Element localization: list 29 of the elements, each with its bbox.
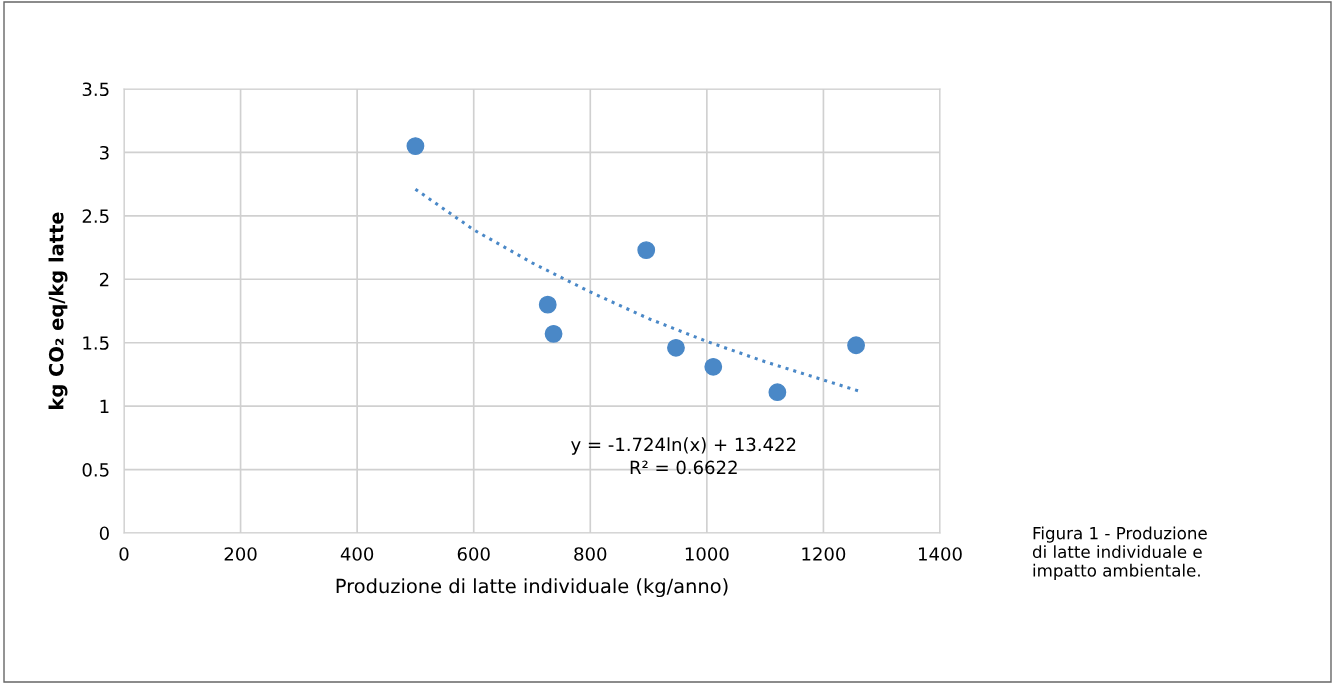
text: Figura 1 - Produzione di latte individuale e impatto ambientale. <box>1032 526 1207 580</box>
point <box>538 295 557 314</box>
y-axis-title: kg CO₂ eq/kg latte <box>48 212 68 409</box>
x-tick-label: 200 <box>224 547 257 561</box>
point <box>847 336 865 355</box>
x-tick-label: 400 <box>340 547 374 561</box>
x-tick-label: 600 <box>457 547 490 561</box>
point <box>704 357 723 376</box>
x-tick-label: 1400 <box>919 547 962 561</box>
y-tick-label: 1 <box>100 399 109 413</box>
point <box>544 324 563 343</box>
y-tick-label: 3 <box>100 145 109 160</box>
point <box>406 137 425 155</box>
line-series <box>413 187 860 393</box>
y-tick-label: 0 <box>99 526 109 541</box>
x-axis-title: Produzione di latte individuale (kg/anno) <box>336 578 728 598</box>
x-tick-label: 1000 <box>685 547 729 561</box>
point <box>667 338 685 357</box>
x-tick-label: 0 <box>119 547 129 561</box>
x-tick-label: 800 <box>574 547 607 561</box>
y-tick-label: 3.5 <box>82 82 109 97</box>
x-tick-label: 1200 <box>802 547 846 561</box>
annotation: y = -1.724ln(x) + 13.422 R² = 0.6622 <box>571 437 796 475</box>
point <box>768 383 787 402</box>
point <box>637 241 656 260</box>
y-tick-label: 1.5 <box>83 336 109 350</box>
y-tick-label: 2 <box>99 272 109 287</box>
y-tick-label: 2.5 <box>82 209 109 223</box>
y-tick-label: 0.5 <box>82 463 109 477</box>
